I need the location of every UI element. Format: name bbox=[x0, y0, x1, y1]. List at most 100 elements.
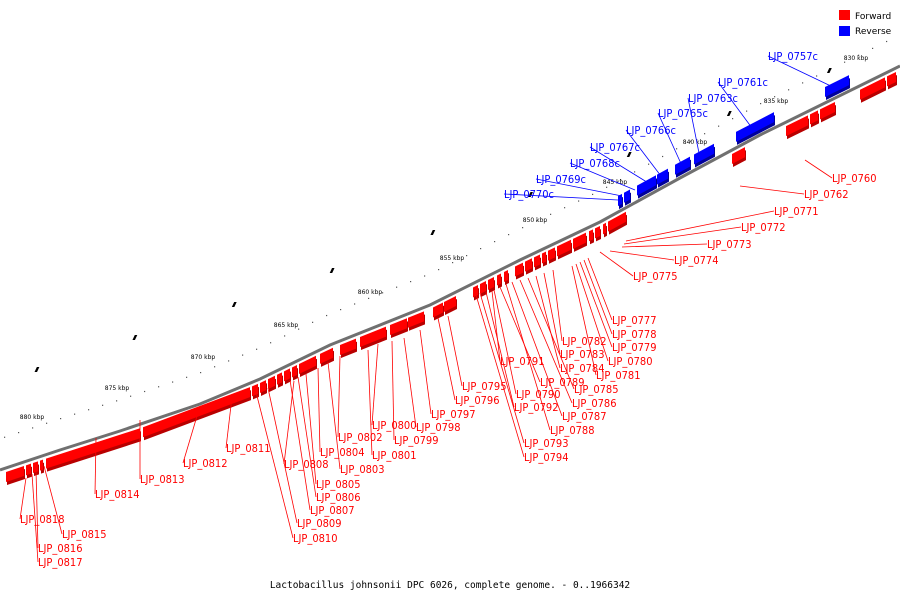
gene-label[interactable]: LJP_0757c bbox=[768, 50, 818, 63]
gene-label[interactable]: LJP_0769c bbox=[536, 173, 586, 186]
reverse-gene[interactable] bbox=[825, 75, 849, 97]
gene-label[interactable]: LJP_0814 bbox=[95, 488, 140, 501]
forward-gene[interactable] bbox=[515, 262, 523, 277]
forward-gene[interactable] bbox=[33, 461, 38, 473]
gene-label[interactable]: LJP_0793 bbox=[524, 437, 569, 450]
reverse-gene[interactable] bbox=[618, 193, 622, 207]
gene-label[interactable]: LJP_0781 bbox=[596, 369, 641, 382]
gene-label[interactable]: LJP_0766c bbox=[626, 124, 676, 137]
gene-label[interactable]: LJP_0816 bbox=[38, 542, 83, 555]
forward-gene[interactable] bbox=[320, 347, 333, 364]
forward-gene[interactable] bbox=[143, 387, 250, 438]
gene-label[interactable]: LJP_0765c bbox=[658, 107, 708, 120]
forward-gene[interactable] bbox=[6, 466, 24, 482]
gene-label[interactable]: LJP_0784 bbox=[560, 362, 605, 375]
gene-label[interactable]: LJP_0805 bbox=[316, 478, 361, 491]
forward-gene[interactable] bbox=[557, 239, 571, 257]
gene-label[interactable]: LJP_0761c bbox=[718, 76, 768, 89]
gene-label[interactable]: LJP_0817 bbox=[38, 556, 83, 569]
gene-label[interactable]: LJP_0809 bbox=[297, 517, 342, 530]
forward-gene[interactable] bbox=[284, 368, 290, 382]
gene-label[interactable]: LJP_0796 bbox=[455, 394, 500, 407]
forward-gene[interactable] bbox=[488, 277, 494, 290]
forward-gene[interactable] bbox=[444, 296, 456, 312]
forward-gene[interactable] bbox=[573, 232, 586, 249]
forward-gene[interactable] bbox=[340, 338, 356, 355]
reverse-gene[interactable] bbox=[736, 112, 774, 142]
forward-gene[interactable] bbox=[480, 281, 486, 294]
forward-gene[interactable] bbox=[732, 147, 745, 165]
gene-label[interactable]: LJP_0762 bbox=[804, 188, 849, 201]
forward-gene[interactable] bbox=[603, 222, 606, 235]
gene-label[interactable]: LJP_0804 bbox=[320, 446, 365, 459]
gene-label[interactable]: LJP_0801 bbox=[372, 449, 417, 462]
gene-label[interactable]: LJP_0806 bbox=[316, 491, 361, 504]
forward-gene[interactable] bbox=[534, 254, 540, 268]
gene-label[interactable]: LJP_0788 bbox=[550, 424, 595, 437]
gene-label[interactable]: LJP_0778 bbox=[612, 328, 657, 341]
gene-label[interactable]: LJP_0810 bbox=[293, 532, 338, 545]
forward-gene[interactable] bbox=[26, 463, 31, 476]
forward-gene[interactable] bbox=[46, 428, 140, 469]
forward-gene[interactable] bbox=[277, 372, 282, 385]
reverse-gene[interactable] bbox=[657, 168, 668, 185]
gene-label[interactable]: LJP_0790 bbox=[516, 388, 561, 401]
reverse-gene[interactable] bbox=[624, 189, 630, 203]
forward-gene[interactable] bbox=[589, 229, 593, 242]
gene-label[interactable]: LJP_0800 bbox=[372, 419, 417, 432]
forward-gene[interactable] bbox=[40, 459, 43, 471]
forward-gene[interactable] bbox=[810, 110, 818, 125]
forward-gene[interactable] bbox=[595, 226, 600, 239]
gene-label[interactable]: LJP_0808 bbox=[284, 458, 329, 471]
gene-label[interactable]: LJP_0791 bbox=[500, 355, 545, 368]
forward-gene[interactable] bbox=[525, 258, 532, 272]
forward-gene[interactable] bbox=[887, 71, 896, 87]
forward-gene[interactable] bbox=[360, 326, 386, 347]
forward-gene[interactable] bbox=[433, 302, 443, 318]
forward-gene[interactable] bbox=[408, 311, 424, 328]
forward-gene[interactable] bbox=[473, 285, 478, 298]
gene-label[interactable]: LJP_0772 bbox=[741, 221, 786, 234]
gene-label[interactable]: LJP_0815 bbox=[62, 528, 107, 541]
reverse-gene[interactable] bbox=[694, 143, 714, 165]
forward-gene[interactable] bbox=[390, 318, 407, 335]
gene-label[interactable]: LJP_0794 bbox=[524, 451, 569, 464]
gene-label[interactable]: LJP_0799 bbox=[394, 434, 439, 447]
gene-label[interactable]: LJP_0812 bbox=[183, 457, 228, 470]
gene-label[interactable]: LJP_0785 bbox=[574, 383, 619, 396]
gene-label[interactable]: LJP_0792 bbox=[514, 401, 559, 414]
gene-label[interactable]: LJP_0813 bbox=[140, 473, 185, 486]
reverse-gene[interactable] bbox=[637, 175, 656, 196]
reverse-gene[interactable] bbox=[675, 156, 690, 175]
gene-label[interactable]: LJP_0771 bbox=[774, 205, 819, 218]
gene-label[interactable]: LJP_0807 bbox=[310, 504, 355, 517]
gene-label[interactable]: LJP_0811 bbox=[226, 442, 271, 455]
gene-label[interactable]: LJP_0798 bbox=[416, 421, 461, 434]
gene-label[interactable]: LJP_0768c bbox=[570, 157, 620, 170]
gene-label[interactable]: LJP_0779 bbox=[612, 341, 657, 354]
gene-label[interactable]: LJP_0775 bbox=[633, 270, 678, 283]
gene-label[interactable]: LJP_0795 bbox=[462, 380, 507, 393]
gene-label[interactable]: LJP_0786 bbox=[572, 397, 617, 410]
gene-label[interactable]: LJP_0787 bbox=[562, 410, 607, 423]
forward-gene[interactable] bbox=[548, 247, 555, 261]
gene-label[interactable]: LJP_0773 bbox=[707, 238, 752, 251]
forward-gene[interactable] bbox=[497, 273, 501, 286]
gene-label[interactable]: LJP_0780 bbox=[608, 355, 653, 368]
gene-label[interactable]: LJP_0777 bbox=[612, 314, 657, 327]
forward-gene[interactable] bbox=[608, 211, 626, 232]
gene-label[interactable]: LJP_0770c bbox=[504, 188, 554, 201]
forward-gene[interactable] bbox=[504, 270, 508, 282]
forward-gene[interactable] bbox=[542, 251, 546, 264]
gene-label[interactable]: LJP_0763c bbox=[688, 92, 738, 105]
forward-gene[interactable] bbox=[268, 375, 275, 390]
gene-label[interactable]: LJP_0797 bbox=[431, 408, 476, 421]
forward-gene[interactable] bbox=[260, 380, 266, 393]
gene-label[interactable]: LJP_0783 bbox=[560, 348, 605, 361]
gene-label[interactable]: LJP_0789 bbox=[540, 376, 585, 389]
forward-gene[interactable] bbox=[820, 102, 835, 120]
forward-gene[interactable] bbox=[292, 365, 297, 378]
forward-gene[interactable] bbox=[299, 355, 316, 375]
gene-label[interactable]: LJP_0782 bbox=[562, 335, 607, 348]
gene-label[interactable]: LJP_0774 bbox=[674, 254, 719, 267]
